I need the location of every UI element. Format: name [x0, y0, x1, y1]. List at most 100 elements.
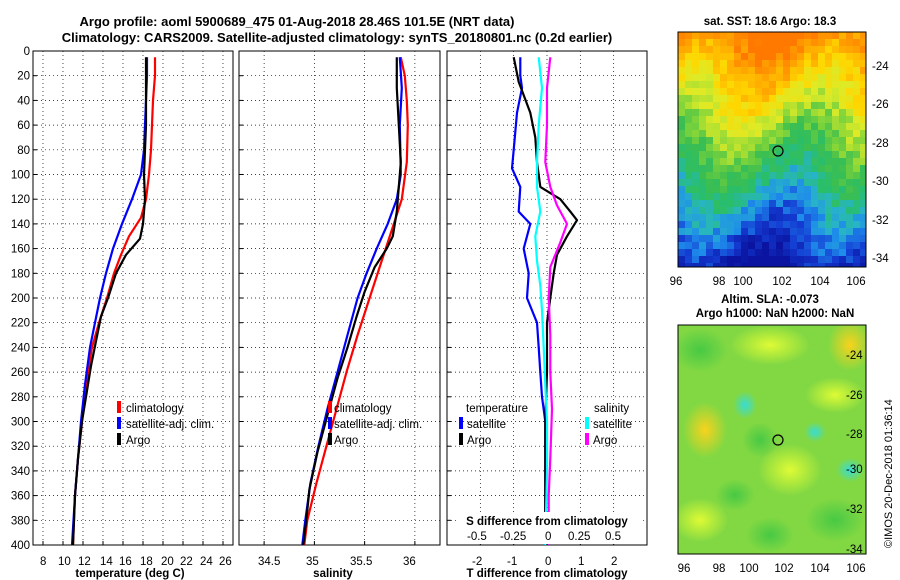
- sst-cell: [734, 228, 741, 235]
- sst-cell: [755, 172, 762, 179]
- sst-cell: [776, 60, 783, 67]
- sst-cell: [769, 60, 776, 67]
- sst-cell: [776, 242, 783, 249]
- sst-cell: [797, 144, 804, 151]
- sst-cell: [762, 151, 769, 158]
- sst-cell: [818, 235, 825, 242]
- sst-cell: [790, 137, 797, 144]
- sst-cell: [846, 144, 853, 151]
- sst-cell: [762, 102, 769, 109]
- sst-cell: [818, 151, 825, 158]
- sst-cell: [762, 144, 769, 151]
- sst-cell: [713, 88, 720, 95]
- sst-cell: [804, 200, 811, 207]
- sla-xtick-102: 102: [774, 563, 793, 575]
- sst-cell: [727, 109, 734, 116]
- sla-ytick-m30: -30: [846, 464, 863, 476]
- sst-cell: [832, 116, 839, 123]
- sst-cell: [804, 109, 811, 116]
- sst-cell: [720, 53, 727, 60]
- diff-legend-temperature-title: temperature: [466, 403, 528, 415]
- sst-cell: [748, 46, 755, 53]
- sla-blob: [828, 325, 866, 371]
- sal-series-climatology-line: [303, 56, 409, 546]
- sst-cell: [685, 172, 692, 179]
- sst-cell: [783, 53, 790, 60]
- sst-cell: [706, 60, 713, 67]
- sst-cell: [846, 186, 853, 193]
- sst-cell: [790, 109, 797, 116]
- sst-cell: [734, 39, 741, 46]
- depth-tick-label: 60: [17, 120, 30, 132]
- sst-xtick-96: 96: [670, 276, 683, 288]
- diff-stick-m0-25: -0.25: [500, 531, 526, 543]
- sst-cell: [776, 130, 783, 137]
- sal-xtick-36: 36: [403, 556, 416, 568]
- sst-cell: [832, 193, 839, 200]
- sst-cell: [699, 256, 706, 263]
- sst-cell: [811, 60, 818, 67]
- sst-cell: [720, 165, 727, 172]
- sst-cell: [797, 242, 804, 249]
- sst-cell: [783, 95, 790, 102]
- sst-cell: [685, 235, 692, 242]
- sst-cell: [790, 221, 797, 228]
- sst-cell: [839, 242, 846, 249]
- sst-cell: [741, 179, 748, 186]
- sst-cell: [685, 116, 692, 123]
- sst-cell: [720, 46, 727, 53]
- diff-stick-0-5: 0.5: [605, 531, 621, 543]
- sst-cell: [678, 67, 685, 74]
- sst-cell: [783, 249, 790, 256]
- sst-cell: [678, 81, 685, 88]
- sst-cell: [839, 214, 846, 221]
- sst-cell: [776, 151, 783, 158]
- sst-cell: [734, 179, 741, 186]
- depth-tick-label: 320: [11, 441, 30, 453]
- sst-cell: [818, 81, 825, 88]
- sst-xtick-98: 98: [713, 276, 726, 288]
- sst-cell: [769, 200, 776, 207]
- sst-cell: [727, 200, 734, 207]
- sst-cell: [818, 200, 825, 207]
- sst-cell: [860, 46, 866, 53]
- sst-cell: [741, 32, 748, 39]
- sst-cell: [839, 137, 846, 144]
- sst-cell: [678, 172, 685, 179]
- sst-cell: [741, 256, 748, 263]
- sst-cell: [720, 74, 727, 81]
- sst-cell: [839, 46, 846, 53]
- sst-cell: [776, 249, 783, 256]
- sst-cell: [783, 123, 790, 130]
- sal-legend-climatology: climatology: [334, 403, 392, 415]
- sst-cell: [832, 109, 839, 116]
- sst-cell: [832, 200, 839, 207]
- sst-cell: [853, 81, 860, 88]
- sst-cell: [860, 67, 866, 74]
- sst-cell: [685, 165, 692, 172]
- sst-cell: [748, 228, 755, 235]
- sst-cell: [762, 116, 769, 123]
- sst-cell: [832, 242, 839, 249]
- sla-blob: [683, 402, 727, 458]
- sst-cell: [713, 151, 720, 158]
- sst-cell: [839, 81, 846, 88]
- sst-cell: [811, 221, 818, 228]
- sst-cell: [741, 60, 748, 67]
- sst-cell: [748, 130, 755, 137]
- sst-cell: [748, 39, 755, 46]
- sla-blob: [805, 377, 865, 413]
- sst-cell: [769, 221, 776, 228]
- sst-cell: [804, 95, 811, 102]
- sst-cell: [832, 165, 839, 172]
- temperature-axis-label: temperature (deg C): [75, 568, 184, 580]
- sst-cell: [678, 151, 685, 158]
- sst-cell: [678, 60, 685, 67]
- sst-cell: [797, 137, 804, 144]
- sst-cell: [713, 46, 720, 53]
- sst-cell: [741, 109, 748, 116]
- sst-cell: [685, 39, 692, 46]
- sst-cell: [699, 228, 706, 235]
- sst-cell: [860, 130, 866, 137]
- sst-cell: [755, 179, 762, 186]
